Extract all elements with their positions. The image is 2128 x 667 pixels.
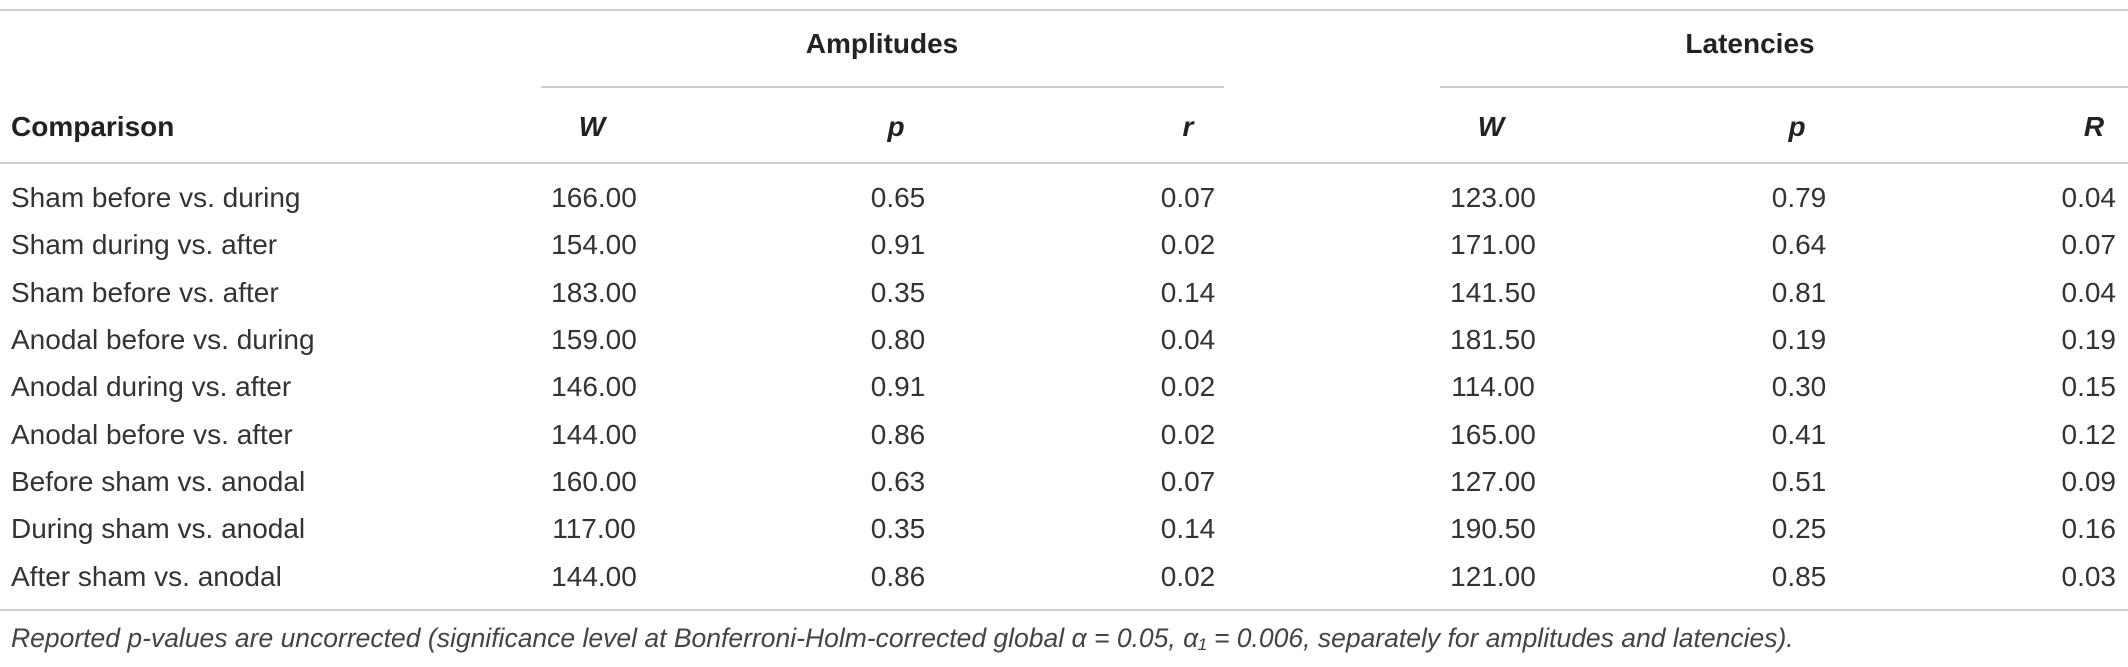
row-latencies-p: 0.79 [1771,182,1827,213]
latencies-r-column-header: R [2083,111,2105,142]
table-bottom-rule [0,609,2128,611]
header-bottom-rule [0,162,2128,164]
amplitudes-p-column-header: p [887,111,905,142]
row-latencies-p: 0.85 [1771,561,1827,592]
row-comparison: During sham vs. anodal [11,513,306,544]
row-amplitudes-r: 0.07 [1160,466,1216,497]
row-latencies-w: 123.00 [1450,182,1536,213]
row-comparison: Anodal during vs. after [11,371,292,402]
amplitudes-w-column-header: W [578,111,606,142]
row-latencies-w: 121.00 [1450,561,1536,592]
row-amplitudes-p: 0.86 [870,419,926,450]
row-latencies-w: 190.50 [1450,513,1536,544]
latencies-group-header: Latencies [1685,28,1815,59]
row-latencies-w: 181.50 [1450,324,1536,355]
row-latencies-p: 0.41 [1771,419,1827,450]
row-latencies-r: 0.07 [2061,229,2117,260]
row-latencies-r: 0.04 [2061,277,2117,308]
row-comparison: Anodal before vs. after [11,419,293,450]
row-latencies-w: 165.00 [1450,419,1536,450]
row-latencies-p: 0.25 [1771,513,1827,544]
row-latencies-p: 0.30 [1771,371,1827,402]
row-amplitudes-p: 0.91 [870,229,926,260]
row-amplitudes-r: 0.14 [1160,513,1216,544]
table-top-rule [0,9,2128,11]
row-amplitudes-p: 0.91 [870,371,926,402]
row-amplitudes-r: 0.04 [1160,324,1216,355]
row-latencies-r: 0.19 [2061,324,2117,355]
row-amplitudes-w: 144.00 [551,419,637,450]
row-amplitudes-r: 0.07 [1160,182,1216,213]
row-amplitudes-p: 0.86 [870,561,926,592]
row-comparison: Before sham vs. anodal [11,466,306,497]
row-latencies-w: 114.00 [1451,371,1535,402]
amplitudes-group-rule [541,86,1224,88]
row-amplitudes-w: 159.00 [551,324,637,355]
row-amplitudes-w: 117.00 [552,513,636,544]
latencies-p-column-header: p [1788,111,1806,142]
row-amplitudes-p: 0.63 [870,466,926,497]
row-latencies-p: 0.19 [1771,324,1827,355]
row-amplitudes-r: 0.02 [1160,229,1216,260]
row-comparison: Sham during vs. after [11,229,278,260]
row-amplitudes-w: 160.00 [551,466,637,497]
row-amplitudes-r: 0.02 [1160,561,1216,592]
row-latencies-r: 0.03 [2061,561,2117,592]
latencies-group-rule [1440,86,2128,88]
row-latencies-r: 0.16 [2061,513,2117,544]
row-amplitudes-p: 0.35 [870,277,926,308]
row-latencies-r: 0.04 [2061,182,2117,213]
row-latencies-r: 0.15 [2061,371,2117,402]
row-latencies-r: 0.12 [2061,419,2117,450]
table-footnote: Reported p-values are uncorrected (signi… [11,623,1794,653]
row-latencies-p: 0.51 [1771,466,1827,497]
comparison-column-header: Comparison [11,111,175,142]
row-latencies-r: 0.09 [2061,466,2117,497]
row-amplitudes-w: 183.00 [551,277,637,308]
amplitudes-group-header: Amplitudes [805,28,959,59]
row-amplitudes-r: 0.14 [1160,277,1216,308]
row-amplitudes-p: 0.80 [870,324,926,355]
row-comparison: After sham vs. anodal [11,561,282,592]
amplitudes-r-column-header: r [1182,111,1194,142]
row-amplitudes-p: 0.35 [870,513,926,544]
row-amplitudes-w: 154.00 [551,229,637,260]
row-latencies-w: 171.00 [1450,229,1536,260]
row-latencies-w: 127.00 [1450,466,1536,497]
row-amplitudes-w: 166.00 [551,182,637,213]
row-amplitudes-w: 146.00 [551,371,637,402]
row-amplitudes-p: 0.65 [870,182,926,213]
row-comparison: Anodal before vs. during [11,324,315,355]
row-amplitudes-w: 144.00 [551,561,637,592]
latencies-w-column-header: W [1477,111,1505,142]
row-latencies-p: 0.64 [1771,229,1827,260]
row-comparison: Sham before vs. after [11,277,279,308]
row-latencies-w: 141.50 [1450,277,1536,308]
row-amplitudes-r: 0.02 [1160,371,1216,402]
row-amplitudes-r: 0.02 [1160,419,1216,450]
row-latencies-p: 0.81 [1771,277,1827,308]
row-comparison: Sham before vs. during [11,182,301,213]
